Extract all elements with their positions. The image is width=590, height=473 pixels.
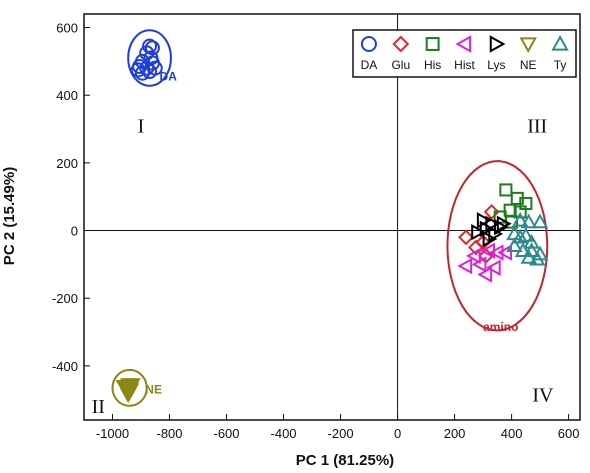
data-point-lys	[471, 224, 486, 241]
data-point-ty	[506, 237, 523, 252]
data-point-glu	[483, 204, 500, 220]
y-tick-label: 200	[56, 156, 78, 171]
x-tick-label: -600	[214, 426, 240, 441]
data-point-lys	[485, 215, 501, 232]
y-tick-label: -400	[52, 359, 78, 374]
x-tick-label: -800	[157, 426, 183, 441]
data-point-glu	[468, 239, 484, 256]
cluster-label: amino	[483, 320, 518, 334]
legend-label: Hist	[454, 58, 475, 72]
data-point-hist	[480, 242, 495, 260]
plot-area-border	[83, 13, 581, 421]
cluster-ellipse	[446, 160, 549, 332]
data-point-hist	[465, 247, 481, 265]
legend: DA Glu His Hist Lys NE Ty	[352, 29, 577, 78]
y-tick-label: 0	[71, 224, 78, 239]
x-axis-title: PC 1 (81.25%)	[296, 452, 394, 469]
data-point-da	[130, 62, 146, 78]
y-tick-label: -200	[52, 291, 78, 306]
data-point-hist	[485, 259, 501, 276]
legend-marker-da	[360, 36, 377, 52]
cluster-label: DA	[160, 70, 178, 84]
data-point-lys	[482, 230, 498, 248]
data-point-his	[513, 205, 527, 219]
data-point-lys	[493, 218, 509, 236]
x-tick-label: 0	[394, 426, 401, 441]
quadrant-label: I	[138, 115, 145, 137]
legend-label: His	[424, 58, 441, 72]
x-tick-label: 200	[444, 426, 466, 441]
cluster-label: NE	[145, 383, 162, 397]
legend-marker-ne	[519, 37, 537, 54]
legend-label: Glu	[391, 58, 410, 72]
data-point-hist	[497, 244, 513, 261]
legend-marker-his	[425, 37, 440, 51]
data-point-lys	[479, 220, 495, 238]
cluster-ellipse	[127, 29, 172, 87]
data-point-lys	[488, 225, 504, 243]
data-point-hist	[488, 244, 504, 261]
x-tick-label: 600	[558, 426, 580, 441]
legend-marker-hist	[455, 35, 472, 53]
data-point-lys	[496, 215, 512, 232]
y-tick-label: 400	[56, 88, 78, 103]
quadrant-label: IV	[532, 384, 554, 406]
x-tick-label: -200	[328, 426, 354, 441]
data-point-ty	[511, 211, 529, 227]
x-tick-label: 400	[501, 426, 523, 441]
x-tick-label: -1000	[96, 426, 129, 441]
legend-marker-ty	[551, 34, 569, 51]
y-tick-label: 600	[56, 21, 78, 36]
data-points-layer	[115, 38, 549, 404]
data-point-ty	[531, 245, 549, 261]
legend-label: Lys	[487, 58, 505, 72]
quadrant-label: III	[527, 115, 547, 137]
cluster-ellipse	[111, 368, 148, 407]
data-point-ty	[520, 249, 537, 264]
data-point-his	[499, 183, 513, 197]
data-point-glu	[475, 234, 491, 251]
legend-box	[352, 29, 577, 78]
data-point-hist	[457, 257, 473, 275]
data-point-glu	[458, 229, 474, 246]
data-point-ty	[514, 242, 532, 258]
data-point-hist	[477, 266, 493, 283]
data-point-da	[134, 65, 150, 81]
data-point-ty	[511, 228, 529, 244]
data-point-ty	[520, 213, 537, 229]
legend-label: DA	[361, 58, 378, 72]
data-point-da	[142, 64, 158, 80]
legend-marker-glu	[392, 35, 410, 53]
legend-label: NE	[520, 58, 537, 72]
x-tick-label: -400	[271, 426, 297, 441]
tick-labels-layer: -1000 -800 -600 -400 -200 0 200 400 600 600 400 200…	[52, 21, 579, 441]
quadrant-label: II	[92, 396, 105, 418]
cluster-ellipses-layer: DA NE amino	[111, 29, 549, 407]
data-point-ty	[523, 233, 540, 249]
y-axis-title: PC 2 (15.49%)	[1, 167, 18, 265]
legend-marker-lys	[489, 35, 506, 53]
data-point-ty	[531, 213, 549, 229]
data-point-ne	[119, 388, 137, 404]
legend-label: Ty	[554, 58, 567, 72]
